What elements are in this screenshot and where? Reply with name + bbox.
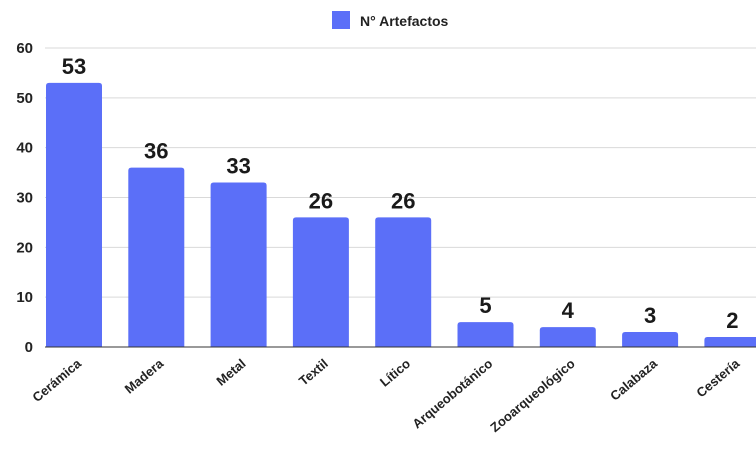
bar [210, 182, 267, 347]
y-tick-label: 60 [16, 40, 33, 57]
x-category-label: Cestería [693, 355, 743, 400]
data-label: 33 [226, 154, 250, 179]
bar [539, 327, 596, 347]
legend-label: N° Artefactos [360, 13, 449, 29]
bar [457, 322, 514, 347]
legend: N° Artefactos [332, 11, 449, 29]
bars [46, 82, 756, 347]
data-label: 26 [391, 188, 415, 213]
data-label: 36 [144, 139, 168, 164]
data-label: 2 [726, 308, 738, 333]
data-label: 5 [479, 293, 491, 318]
x-category-label: Metal [213, 356, 248, 389]
bar [704, 337, 756, 347]
x-category-label: Textil [296, 356, 331, 389]
data-label: 4 [562, 298, 575, 323]
bar [622, 332, 679, 347]
y-tick-label: 10 [16, 289, 33, 306]
x-category-label: Arqueobotánico [409, 356, 495, 432]
data-labels: 53 36 33 26 26 5 4 3 2 [62, 54, 739, 333]
x-category-label: Calabaza [607, 355, 660, 403]
y-tick-label: 0 [25, 339, 33, 356]
y-tick-label: 30 [16, 190, 33, 207]
bar [375, 217, 432, 347]
x-category-label: Cerámica [29, 355, 84, 405]
data-label: 26 [309, 188, 333, 213]
data-label: 53 [62, 54, 86, 79]
x-axis-categories: Cerámica Madera Metal Textil LíticoArqueobot… [29, 355, 742, 435]
y-axis-ticks: 0 10 20 30 40 50 60 [16, 40, 33, 356]
bar [292, 217, 349, 347]
y-tick-label: 50 [16, 90, 33, 107]
bar [46, 82, 102, 347]
bar [128, 167, 185, 347]
x-category-label: Madera [122, 355, 167, 396]
data-label: 3 [644, 303, 656, 328]
x-category-label: Zooarqueológico [487, 356, 577, 435]
x-category-label: Lítico [377, 356, 413, 390]
y-tick-label: 40 [16, 140, 33, 157]
y-tick-label: 20 [16, 239, 33, 256]
legend-swatch [332, 11, 350, 29]
